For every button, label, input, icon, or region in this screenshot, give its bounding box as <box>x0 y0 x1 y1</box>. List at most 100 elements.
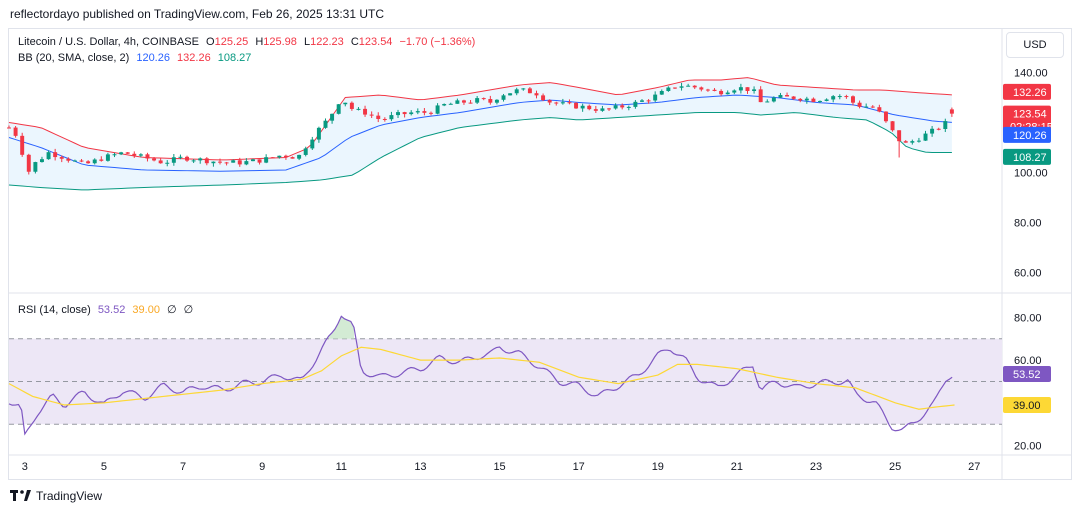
bollinger-lower-line <box>8 112 952 191</box>
candle-body <box>86 161 91 164</box>
candle-body <box>59 157 64 159</box>
close-value: 123.54 <box>358 36 393 48</box>
main-legend: Litecoin / U.S. Dollar, 4h, COINBASE O12… <box>18 36 479 48</box>
candle-body <box>666 87 671 91</box>
candle-body <box>455 100 460 104</box>
candle-body <box>185 156 190 161</box>
close-label: C <box>350 36 359 48</box>
time-tick-label: 5 <box>101 461 107 473</box>
rsi-extra-2: ∅ <box>183 304 194 316</box>
candle-body <box>633 101 638 107</box>
candle-body <box>158 160 163 164</box>
candle-body <box>415 111 420 113</box>
candle-body <box>758 89 763 103</box>
candle-body <box>640 100 644 102</box>
time-tick-label: 11 <box>336 461 347 473</box>
candle-body <box>409 112 414 115</box>
time-tick-label: 13 <box>414 461 426 473</box>
bb-lower-value: 108.27 <box>217 52 252 64</box>
candle-body <box>475 98 480 103</box>
symbol-title[interactable]: Litecoin / U.S. Dollar, 4h, COINBASE <box>18 36 199 48</box>
time-tick-label: 19 <box>652 461 664 473</box>
candle-body <box>738 87 743 91</box>
candle-body <box>257 159 262 163</box>
chart-frame <box>8 28 1072 480</box>
rsi-ma-line <box>8 346 955 410</box>
candle-body <box>818 100 822 102</box>
lower-band-tag: 108.27 <box>1013 152 1047 164</box>
candle-body <box>949 109 954 114</box>
bb-mid-value: 120.26 <box>136 52 170 64</box>
candle-body <box>323 120 328 128</box>
candle-body <box>369 114 374 116</box>
candle-body <box>514 89 519 94</box>
middle-band-tag: 120.26 <box>1013 130 1047 142</box>
candle-body <box>310 139 315 149</box>
candle-body <box>587 105 592 110</box>
rsi-ma-value: 39.00 <box>132 304 160 316</box>
candle-body <box>541 95 546 101</box>
time-tick-label: 9 <box>259 461 265 473</box>
rsi-extra-1: ∅ <box>167 304 177 316</box>
lower-band-tag-bg <box>1003 148 1051 165</box>
bb-label[interactable]: BB (20, SMA, close, 2) <box>18 52 130 64</box>
candle-body <box>336 104 341 114</box>
candle-body <box>165 162 170 164</box>
candle-body <box>231 160 236 163</box>
time-tick-label: 7 <box>180 461 186 473</box>
candle-body <box>270 157 275 159</box>
bollinger-band-fill <box>9 77 952 190</box>
candle-body <box>297 154 302 159</box>
time-tick-label: 21 <box>731 461 743 473</box>
candle-body <box>237 160 242 165</box>
candle-body <box>376 115 381 119</box>
candle-body <box>145 154 150 159</box>
candle-body <box>389 115 394 120</box>
rsi-label[interactable]: RSI (14, close) <box>18 304 91 316</box>
candle-body <box>363 108 368 115</box>
candle-body <box>699 87 704 90</box>
candle-body <box>732 90 737 93</box>
candle-body <box>679 86 684 88</box>
tradingview-logo-icon <box>10 490 31 501</box>
candle-body <box>527 88 532 94</box>
candle-body <box>468 102 473 104</box>
candle-body <box>494 99 499 103</box>
candle-body <box>191 160 196 162</box>
bollinger-middle-line <box>8 94 952 172</box>
candle-body <box>396 112 401 116</box>
candle-body <box>686 85 691 87</box>
candle-body <box>39 159 44 163</box>
candle-body <box>46 152 51 160</box>
candle-body <box>765 101 770 103</box>
candle-body <box>930 128 935 134</box>
high-label: H <box>255 36 264 48</box>
candle-body <box>771 97 776 102</box>
candle-body <box>508 93 513 96</box>
rsi-legend: RSI (14, close) 53.52 39.00 ∅ ∅ <box>18 303 197 316</box>
candle-body <box>923 133 928 141</box>
tradingview-brand[interactable]: TradingView <box>10 489 102 503</box>
time-tick-label: 15 <box>493 461 505 473</box>
candle-body <box>330 113 335 121</box>
candle-body <box>897 130 902 142</box>
rsi-tick-label: 20.00 <box>1014 441 1042 453</box>
candle-body <box>659 90 664 95</box>
candle-body <box>890 121 895 131</box>
candle-body <box>152 158 157 161</box>
candle-body <box>534 93 539 96</box>
candle-body <box>66 158 71 161</box>
candle-body <box>851 96 855 103</box>
candle-body <box>646 100 651 102</box>
candle-body <box>620 105 625 108</box>
candle-body <box>92 159 97 164</box>
candle-body <box>461 100 466 103</box>
candle-body <box>705 89 710 91</box>
candle-body <box>119 152 124 155</box>
candle-body <box>198 158 203 161</box>
currency-button[interactable]: USD <box>1006 32 1064 58</box>
candle-body <box>877 107 882 112</box>
candle-body <box>277 155 282 158</box>
candle-body <box>382 118 387 120</box>
